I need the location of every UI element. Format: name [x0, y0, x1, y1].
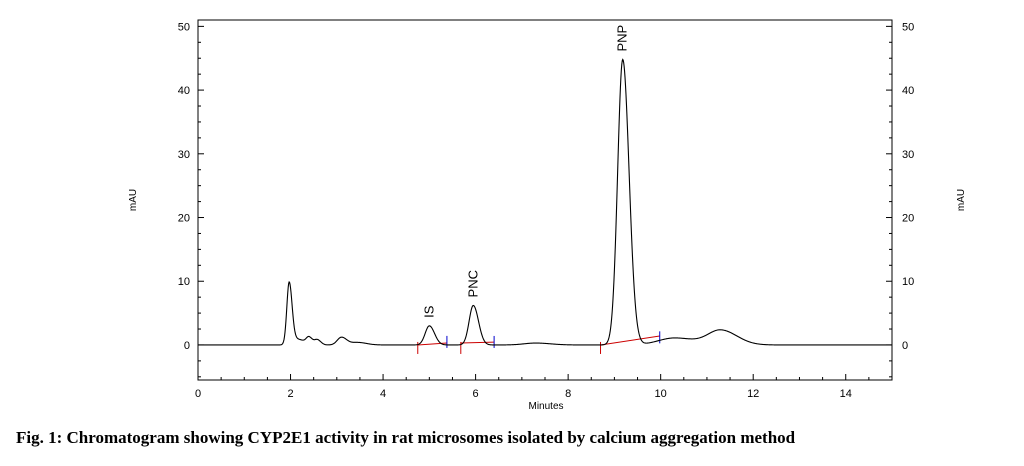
y-tick-label-left: 20: [178, 213, 190, 225]
y-tick-label-right: 10: [902, 276, 914, 288]
x-tick-label: 6: [473, 388, 479, 400]
integration-baselines: [417, 331, 661, 354]
plot-frame: [197, 19, 893, 381]
y-tick-label-right: 50: [902, 21, 914, 33]
y-tick-label-left: 10: [178, 276, 190, 288]
x-tick-label: 0: [195, 388, 201, 400]
x-axis-title: Minutes: [528, 401, 563, 412]
chromatogram-trace: [198, 58, 892, 346]
y-tick-label-left: 0: [184, 340, 190, 352]
chromatogram-chart: 0 2 4 6 8 10 12 14 0 0 10 10 20 20 30 30 40 40 50 50 IS PNC P…: [128, 19, 967, 412]
x-tick-label: 4: [380, 388, 386, 400]
y-tick-label-left: 40: [178, 85, 190, 97]
y-axis-title-right: mAU: [956, 189, 967, 211]
peak-label: IS: [421, 305, 436, 318]
x-tick-label: 12: [747, 388, 759, 400]
peak-label: PNP: [615, 25, 630, 52]
y-tick-label-left: 30: [178, 149, 190, 161]
figure-caption: Fig. 1: Chromatogram showing CYP2E1 acti…: [16, 428, 796, 447]
y-tick-label-right: 30: [902, 149, 914, 161]
x-tick-label: 2: [287, 388, 293, 400]
integration-baseline: [600, 335, 660, 346]
x-tick-label: 8: [565, 388, 571, 400]
x-tick-label: 14: [840, 388, 852, 400]
axis-ticks: 0 2 4 6 8 10 12 14 0 0 10 10 20 20 30 30 40 40 50 50: [178, 21, 915, 400]
y-tick-label-right: 0: [902, 340, 908, 352]
peak-labels: IS PNC PNP: [421, 25, 629, 318]
x-tick-label: 10: [655, 388, 667, 400]
integration-baseline: [417, 342, 447, 346]
y-axis-title-left: mAU: [128, 189, 139, 211]
peak-label: PNC: [465, 270, 480, 297]
y-tick-label-right: 40: [902, 85, 914, 97]
integration-baseline: [460, 341, 495, 344]
y-tick-label-right: 20: [902, 213, 914, 225]
y-tick-label-left: 50: [178, 21, 190, 33]
